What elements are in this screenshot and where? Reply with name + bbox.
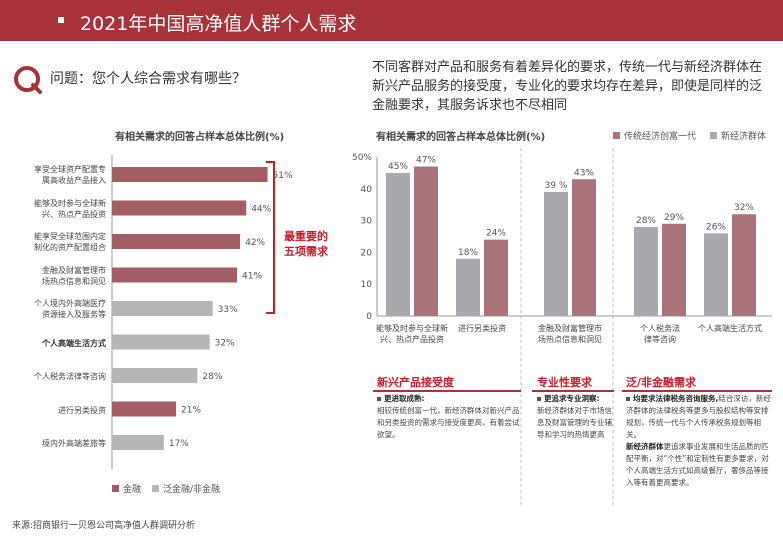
page-title: 2021年中国高净值人群个人需求 bbox=[80, 13, 357, 35]
right-bar bbox=[414, 166, 438, 316]
top5-bracket bbox=[266, 161, 275, 314]
right-y-tick: 20 bbox=[361, 248, 373, 258]
left-bar-value: 41% bbox=[242, 272, 262, 282]
right-category-label: 能够及时参与全球新 兴、热点产品投资 bbox=[376, 324, 448, 344]
right-bar bbox=[572, 179, 596, 316]
left-bar-value: 51% bbox=[273, 171, 293, 181]
left-bar bbox=[112, 267, 238, 283]
q-search-icon bbox=[14, 66, 42, 94]
left-bar-value: 33% bbox=[218, 305, 238, 315]
right-bar-value: 45% bbox=[388, 162, 408, 172]
right-bar bbox=[704, 233, 728, 316]
right-category-label: 进行另类投资 bbox=[458, 324, 506, 333]
left-bar bbox=[112, 368, 198, 383]
right-bar bbox=[662, 223, 686, 316]
right-bar-value: 43% bbox=[574, 168, 594, 178]
left-bar bbox=[112, 301, 213, 316]
group2-text: 更追求专业洞察: 新经济群体对于市场信息及财富管理的专业辅导和学习的热情更高 bbox=[537, 394, 612, 439]
right-bar bbox=[732, 214, 756, 316]
group2-title: 专业性要求 bbox=[537, 376, 592, 389]
bullet-icon bbox=[537, 397, 541, 401]
group1-divider bbox=[373, 390, 521, 392]
right-bar-value: 26% bbox=[706, 222, 726, 232]
right-y-tick: 10 bbox=[361, 280, 373, 290]
left-category-label: 金融及财富管理市 场热点信息和洞见 bbox=[42, 265, 106, 286]
right-bar-value: 29% bbox=[664, 213, 684, 223]
right-chart-title: 有相关需求的回答占样本总体比例(%) bbox=[376, 132, 546, 143]
right-bar-value: 47% bbox=[416, 156, 436, 166]
left-bar-value: 17% bbox=[169, 439, 189, 449]
right-bar-value: 18% bbox=[458, 248, 478, 258]
right-bar-value: 24% bbox=[486, 229, 506, 239]
left-bar bbox=[112, 234, 241, 249]
right-category-label: 个人税务法 律等咨询 bbox=[640, 324, 680, 344]
bullet-icon bbox=[377, 397, 381, 401]
left-category-label: 个人境内外高端医疗 资源接入及服务等 bbox=[34, 299, 106, 319]
left-chart-title: 有相关需求的回答占样本总体比例(%) bbox=[115, 132, 285, 143]
left-category-label: 个人税务法律等咨询 bbox=[34, 372, 106, 381]
header-square-icon bbox=[58, 17, 64, 23]
source-note: 来源:招商银行一贝恩公司高净值人群调研分析 bbox=[12, 521, 196, 531]
left-bar bbox=[112, 334, 210, 350]
right-bar bbox=[634, 226, 658, 316]
left-bar-value: 28% bbox=[202, 372, 222, 382]
left-bar bbox=[112, 435, 164, 450]
left-bar bbox=[112, 200, 247, 216]
group1-text: 更进取成熟: 相较传统创富一代，新经济群体对新兴产品和另类投资的需求与接受度更高… bbox=[377, 394, 520, 439]
left-bar bbox=[112, 167, 268, 182]
left-category-label: 享受全球资产配置专 属高收益产品接入 bbox=[34, 165, 106, 185]
right-bar bbox=[484, 239, 508, 316]
right-category-label: 金融及财富管理市 场热点信息和洞见 bbox=[538, 324, 602, 344]
right-y-tick: 30 bbox=[361, 217, 373, 227]
left-category-label: 境内外高端差旅等 bbox=[42, 439, 106, 448]
left-category-label: 进行另类投资 bbox=[58, 405, 106, 415]
right-category-label: 个人高端生活方式 bbox=[698, 324, 762, 333]
bullet-icon bbox=[626, 397, 630, 401]
group3-divider bbox=[622, 390, 772, 392]
right-bar bbox=[456, 258, 480, 316]
header-bar: 2021年中国高净值人群个人需求 bbox=[0, 0, 783, 41]
right-bar-value: 32% bbox=[734, 203, 754, 213]
group2-divider bbox=[532, 390, 614, 392]
right-bar-value: 28% bbox=[636, 216, 656, 226]
right-y-tick: 50% bbox=[352, 153, 372, 163]
right-legend-traditional: 传统经济创富一代 bbox=[613, 129, 696, 142]
group3-text: 均要求法律税务咨询服务,结合深访，新经济群体的法律税务等更多与股权结构等安排规划… bbox=[626, 394, 771, 487]
group1-title: 新兴产品接受度 bbox=[377, 376, 454, 389]
group3-title: 泛/非金融需求 bbox=[626, 376, 697, 389]
question-text: 问题：您个人综合需求有哪些？ bbox=[50, 71, 246, 87]
left-bar-value: 21% bbox=[181, 406, 201, 416]
right-bar bbox=[386, 172, 410, 316]
left-category-label: 能享受全球范围内定 制化的资产配置组合 bbox=[34, 232, 106, 252]
left-category-label: 个人高端生活方式 bbox=[42, 338, 106, 348]
left-bar-value: 44% bbox=[251, 205, 271, 215]
left-legend-nonfinance: 泛金融/非金融 bbox=[152, 482, 220, 495]
left-category-label: 能够及时参与全球新 兴、热点产品投资 bbox=[34, 198, 106, 219]
right-legend-neweco: 新经济群体 bbox=[710, 129, 766, 142]
description-text: 不同客群对产品和服务有着差异化的要求，传统一代与新经济群体在新兴产品服务的接受度… bbox=[372, 60, 763, 113]
right-y-tick: 0 bbox=[366, 312, 372, 322]
left-bar-value: 32% bbox=[215, 339, 235, 349]
left-bar-value: 42% bbox=[245, 238, 265, 248]
left-legend-finance: 金融 bbox=[112, 482, 141, 495]
right-bar bbox=[544, 191, 568, 316]
top5-highlight: 最重要的 五项需求 bbox=[284, 230, 328, 258]
right-y-tick: 40 bbox=[361, 185, 373, 195]
right-bar-value: 39 % bbox=[545, 181, 568, 191]
left-bar bbox=[112, 401, 177, 417]
